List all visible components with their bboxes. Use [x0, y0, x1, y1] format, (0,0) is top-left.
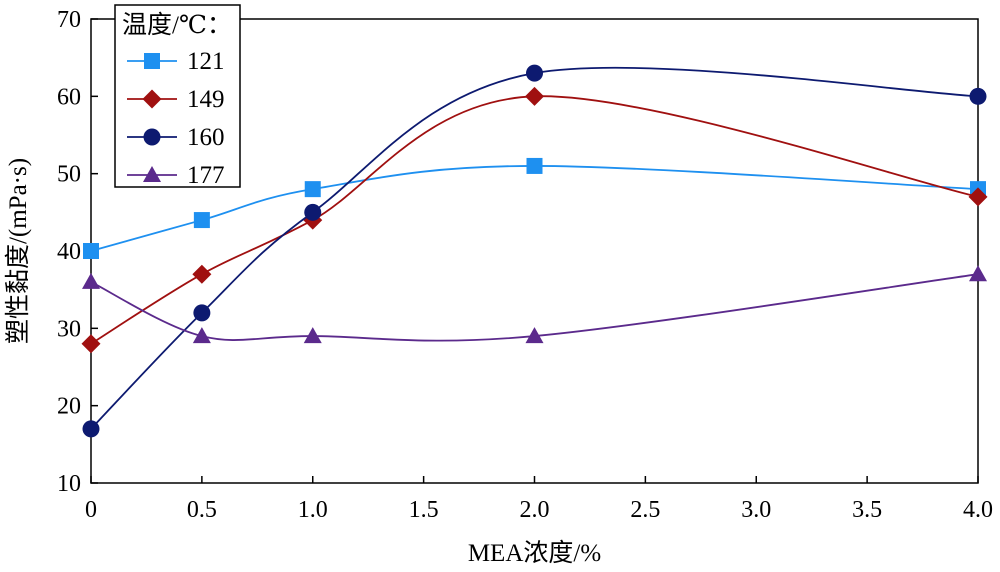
legend-label: 121 [187, 48, 225, 75]
legend-label: 160 [187, 124, 225, 151]
x-tick-label: 4.0 [963, 497, 993, 523]
x-tick-label: 2.5 [630, 497, 660, 523]
data-point [525, 86, 544, 106]
x-tick-label: 0.5 [187, 497, 217, 523]
legend-entry-177: 177 [127, 162, 225, 189]
y-tick-label: 20 [57, 394, 81, 420]
legend-entry-160: 160 [127, 124, 225, 151]
y-tick-label: 40 [57, 239, 81, 265]
y-tick-label: 10 [57, 471, 81, 497]
data-point [304, 181, 321, 198]
legend-entry-149: 149 [127, 86, 225, 113]
series-160 [82, 64, 987, 438]
series-line-160 [90, 66, 979, 430]
data-point [526, 157, 543, 174]
x-tick-label: 2.0 [520, 497, 550, 523]
legend-box [114, 4, 241, 188]
legend-marker [143, 128, 161, 146]
x-axis-title: MEA浓度/% [468, 539, 601, 567]
y-axis-title: 塑性黏度/(mPa·s) [4, 158, 32, 344]
data-point [82, 272, 100, 289]
data-point [525, 327, 544, 344]
series-layer [81, 64, 988, 438]
legend: 温度/℃： 121 149 160 177 [114, 4, 241, 189]
data-point [192, 264, 212, 284]
series-line-177 [90, 273, 979, 342]
series-177 [82, 265, 987, 344]
data-point [969, 87, 987, 105]
x-tick-label: 3.5 [852, 497, 882, 523]
legend-title: 温度/℃： [122, 11, 232, 39]
series-line-121 [90, 165, 979, 252]
x-tick-label: 3.0 [741, 497, 771, 523]
x-tick-label: 1.5 [409, 497, 439, 523]
data-point [969, 265, 987, 282]
legend-label: 177 [187, 162, 225, 189]
data-point [192, 327, 211, 344]
legend-entry-121: 121 [127, 48, 225, 75]
data-point [82, 420, 100, 438]
x-tick-label: 1.0 [298, 497, 328, 523]
y-tick-label: 70 [57, 7, 81, 33]
y-tick-label: 60 [57, 84, 81, 110]
legend-marker [142, 89, 162, 109]
data-point [83, 243, 99, 259]
data-point [193, 304, 211, 322]
y-tick-label: 50 [57, 162, 81, 188]
x-axis: 0 0.5 1.0 1.5 2.0 2.5 3.0 3.5 4.0 [85, 476, 993, 523]
data-point [81, 334, 101, 354]
y-axis: 10 20 30 40 50 60 70 [57, 7, 98, 497]
data-point [526, 64, 543, 82]
data-point [303, 327, 322, 344]
data-point [304, 203, 322, 221]
y-tick-label: 30 [57, 316, 81, 342]
legend-marker [143, 166, 161, 182]
legend-label: 149 [187, 86, 225, 113]
data-point [193, 212, 210, 229]
series-line-149 [90, 95, 979, 345]
x-tick-label: 0 [85, 497, 97, 523]
legend-marker [144, 53, 160, 69]
data-point [968, 187, 988, 207]
